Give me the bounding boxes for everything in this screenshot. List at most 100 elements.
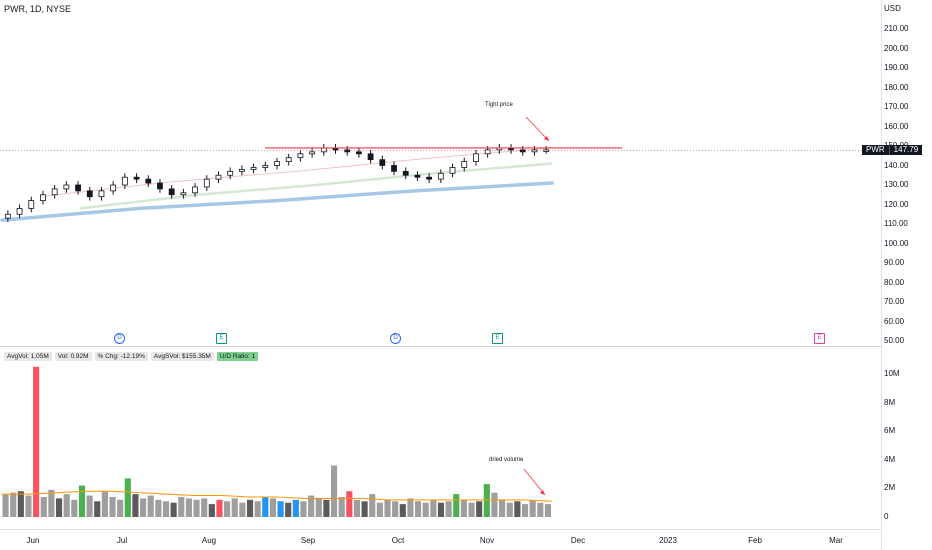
candle-body <box>519 149 526 153</box>
candle-body <box>531 149 538 153</box>
volume-bar <box>514 501 521 517</box>
volume-bar <box>178 496 185 517</box>
volume-bar <box>162 501 170 517</box>
volume-tick-label: 4M <box>884 454 896 464</box>
dividend-badge[interactable]: D <box>390 333 401 344</box>
candle-body <box>157 182 163 190</box>
volume-bar <box>33 366 40 517</box>
candle-body <box>274 161 280 166</box>
candle-body <box>180 192 187 196</box>
candle-body <box>461 161 468 168</box>
candle-body <box>437 172 444 180</box>
candle-body <box>28 200 35 209</box>
earnings-badge[interactable]: E <box>216 333 227 344</box>
symbol-title[interactable]: PWR, 1D, NYSE <box>4 4 72 14</box>
volume-bar <box>224 501 231 517</box>
price-tick-label: 200.00 <box>884 43 909 53</box>
time-tick-label: Feb <box>748 536 762 545</box>
candle-body <box>414 174 421 178</box>
candle-body <box>86 190 93 198</box>
volume-bar <box>277 501 284 517</box>
price-tick-label: 130.00 <box>884 180 909 189</box>
volume-bar <box>315 498 322 517</box>
volume-bar <box>246 499 254 517</box>
volume-bar <box>147 495 154 517</box>
volume-bar <box>537 502 544 517</box>
volume-bar <box>323 499 330 517</box>
volume-bar <box>506 502 513 517</box>
earnings-badge[interactable]: E <box>492 333 503 344</box>
candle-body <box>203 178 210 188</box>
volume-bar <box>101 491 108 517</box>
pane-divider[interactable] <box>0 346 882 347</box>
volume-tick-label: 2M <box>884 483 896 493</box>
tight-price-note[interactable]: Tight price <box>485 102 513 108</box>
price-tick-label: 190.00 <box>884 63 909 72</box>
volume-bar <box>269 498 276 517</box>
time-tick-label: Aug <box>201 536 217 545</box>
volume-bar <box>140 498 147 517</box>
candle-body <box>133 176 140 180</box>
candle-body <box>192 186 198 194</box>
volume-bar <box>422 502 429 517</box>
dried-volume-arrow <box>523 468 546 496</box>
candle-body <box>402 170 409 176</box>
volume-bar <box>185 498 192 517</box>
candle-body <box>543 149 550 152</box>
candle-body <box>40 194 46 201</box>
volume-bar <box>109 496 116 517</box>
volume-bar <box>384 499 391 517</box>
volume-bar <box>216 499 223 517</box>
volume-bar <box>254 501 261 517</box>
volume-bar <box>86 495 93 517</box>
volume-bar <box>476 501 483 517</box>
chart-canvas[interactable] <box>0 0 882 550</box>
volume-bar <box>124 478 131 517</box>
volume-bar <box>10 492 17 517</box>
last-price-symbol: PWR <box>862 145 889 155</box>
volume-stats-bar: AvgVol: 1.05M Vol: 0.92M % Chg: -12.19% … <box>4 352 259 361</box>
tight-price-arrowhead <box>544 136 549 141</box>
last-price-tag: PWR 147.79 <box>862 145 923 155</box>
volume-bar <box>48 489 55 517</box>
avg-vol-stat: AvgVol: 1.05M <box>4 352 52 361</box>
volume-bar <box>369 494 376 517</box>
volume-bar <box>445 501 452 517</box>
price-axis-divider <box>881 0 882 550</box>
candle-body <box>309 151 316 155</box>
volume-bar <box>453 494 460 517</box>
candle-body <box>391 165 397 172</box>
volume-bar <box>437 502 445 517</box>
volume-bar <box>117 499 124 517</box>
time-tick-label: Dec <box>570 536 586 545</box>
volume-bar <box>231 498 238 517</box>
price-tick-label: 100.00 <box>884 238 909 248</box>
dried-volume-note[interactable]: dried volume <box>489 457 524 463</box>
candle-body <box>297 153 304 159</box>
candle-body <box>75 184 81 192</box>
volume-bar <box>17 491 24 517</box>
price-tick-label: 90.00 <box>884 258 905 267</box>
volume-bar <box>170 502 177 517</box>
volume-bar <box>2 494 9 517</box>
volume-bar <box>468 502 475 517</box>
candle-body <box>4 213 11 219</box>
time-tick-label: Jun <box>26 536 40 545</box>
last-price-value: 147.79 <box>888 145 923 155</box>
price-tick-label: 110.00 <box>884 219 908 228</box>
candle-body <box>473 153 479 163</box>
time-tick-label: Sep <box>300 536 316 545</box>
candle-body <box>250 167 257 170</box>
currency-label: USD <box>884 4 901 13</box>
volume-bar <box>308 495 315 517</box>
price-tick-label: 60.00 <box>884 316 905 326</box>
price-tick-label: 180.00 <box>884 82 909 92</box>
volume-bar <box>521 504 529 517</box>
dividend-badge[interactable]: D <box>114 333 125 344</box>
candle-body <box>98 190 105 198</box>
volume-bar <box>544 504 551 517</box>
earnings-upcoming-badge[interactable]: E <box>814 333 825 344</box>
volume-bar <box>415 501 422 517</box>
volume-bar <box>262 496 269 517</box>
volume-bar <box>78 485 86 517</box>
